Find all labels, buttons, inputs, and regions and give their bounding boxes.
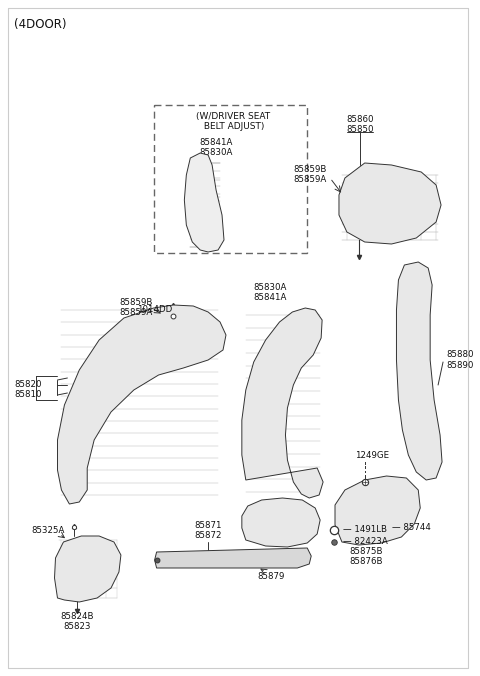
Text: 85859B
85859A: 85859B 85859A — [119, 298, 152, 318]
Text: (4DOOR): (4DOOR) — [14, 18, 66, 31]
Text: — 85744: — 85744 — [392, 523, 431, 533]
Text: (W/DRIVER SEAT
 BELT ADJUST): (W/DRIVER SEAT BELT ADJUST) — [196, 112, 270, 131]
Polygon shape — [335, 476, 420, 545]
Text: 85830A
85841A: 85830A 85841A — [253, 283, 286, 302]
Text: 85859B
85859A: 85859B 85859A — [294, 165, 327, 185]
Text: — 82423A: — 82423A — [343, 537, 388, 546]
Text: 1249GE: 1249GE — [355, 451, 389, 460]
Polygon shape — [184, 153, 224, 252]
Polygon shape — [155, 548, 311, 568]
Text: 85824B
85823: 85824B 85823 — [60, 612, 94, 631]
Text: 85820
85810: 85820 85810 — [14, 380, 41, 400]
Polygon shape — [242, 308, 323, 498]
Text: 85835C
85845: 85835C 85845 — [264, 550, 297, 569]
Text: 1014DD: 1014DD — [137, 305, 172, 314]
Polygon shape — [58, 305, 226, 504]
Text: 85871
85872: 85871 85872 — [194, 521, 222, 540]
Polygon shape — [339, 163, 441, 244]
Text: 85875B
85876B: 85875B 85876B — [349, 547, 383, 566]
Polygon shape — [55, 536, 121, 602]
Text: 85325A: 85325A — [32, 526, 65, 535]
Text: 85841A
85830A: 85841A 85830A — [199, 138, 233, 158]
Text: 85879: 85879 — [258, 572, 285, 581]
Text: 85880
85890: 85880 85890 — [446, 350, 473, 370]
Text: — 1491LB: — 1491LB — [343, 525, 387, 535]
Polygon shape — [242, 498, 320, 547]
Polygon shape — [396, 262, 442, 480]
Text: 85860
85850: 85860 85850 — [346, 115, 373, 135]
